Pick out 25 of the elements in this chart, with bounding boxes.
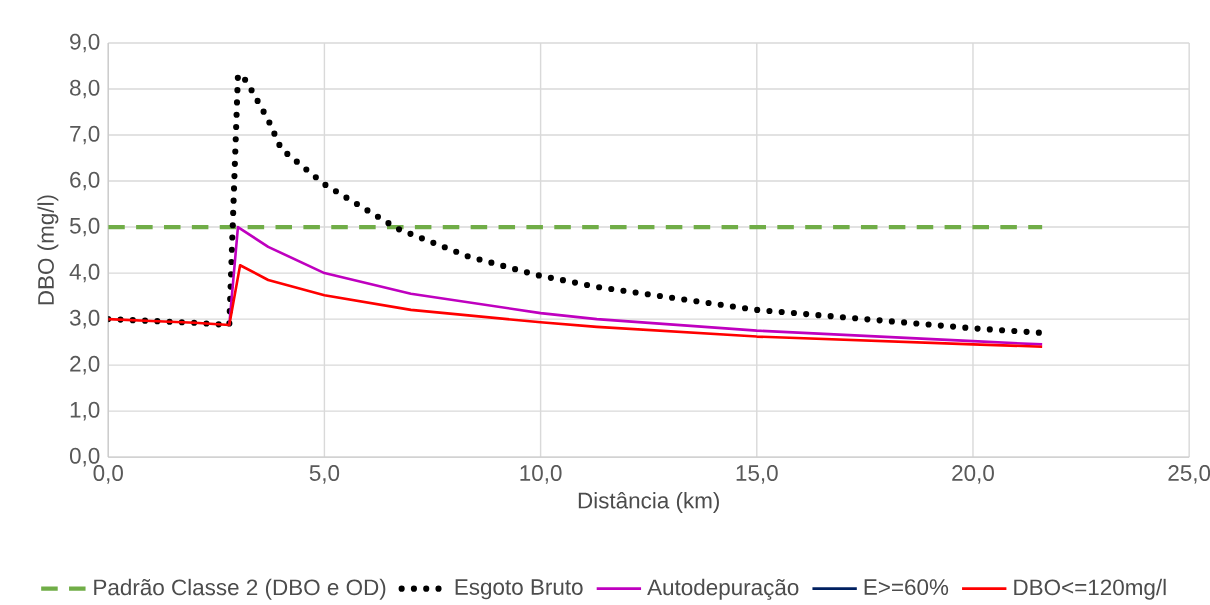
x-tick-label: 0,0 xyxy=(93,465,123,484)
y-tick-label: 8,0 xyxy=(70,79,100,99)
x-axis-title: Distância (km) xyxy=(578,491,719,513)
y-tick-label: 7,0 xyxy=(70,125,100,145)
y-tick-label: 6,0 xyxy=(70,171,100,191)
legend-label: DBO<=120mg/l xyxy=(1014,578,1166,600)
x-tick-label: 15,0 xyxy=(736,465,778,484)
x-tick-label: 25,0 xyxy=(1168,465,1210,484)
y-axis-title: DBO (mg/l) xyxy=(37,195,59,305)
y-tick-label: 3,0 xyxy=(69,309,100,329)
y-tick-label: 0,0 xyxy=(69,447,100,467)
legend-label: Autodepuração xyxy=(647,578,799,600)
line-series xyxy=(227,225,1044,346)
legend-label: Esgoto Bruto xyxy=(455,579,583,600)
legend-label: E>=60% xyxy=(864,579,949,596)
y-tick-label: 5,0 xyxy=(69,217,100,237)
x-tick-label: 10,0 xyxy=(520,465,562,484)
y-tick-label: 4,0 xyxy=(69,263,100,283)
legend-label: Padrão Classe 2 (DBO e OD) xyxy=(94,578,386,600)
x-tick-label: 5,0 xyxy=(309,465,340,484)
y-tick-label: 2,0 xyxy=(70,355,100,375)
x-tick-label: 20,0 xyxy=(952,465,994,484)
line-series xyxy=(108,263,1044,348)
y-tick-label: 9,0 xyxy=(70,33,100,53)
y-tick-label: 1,0 xyxy=(70,401,100,421)
